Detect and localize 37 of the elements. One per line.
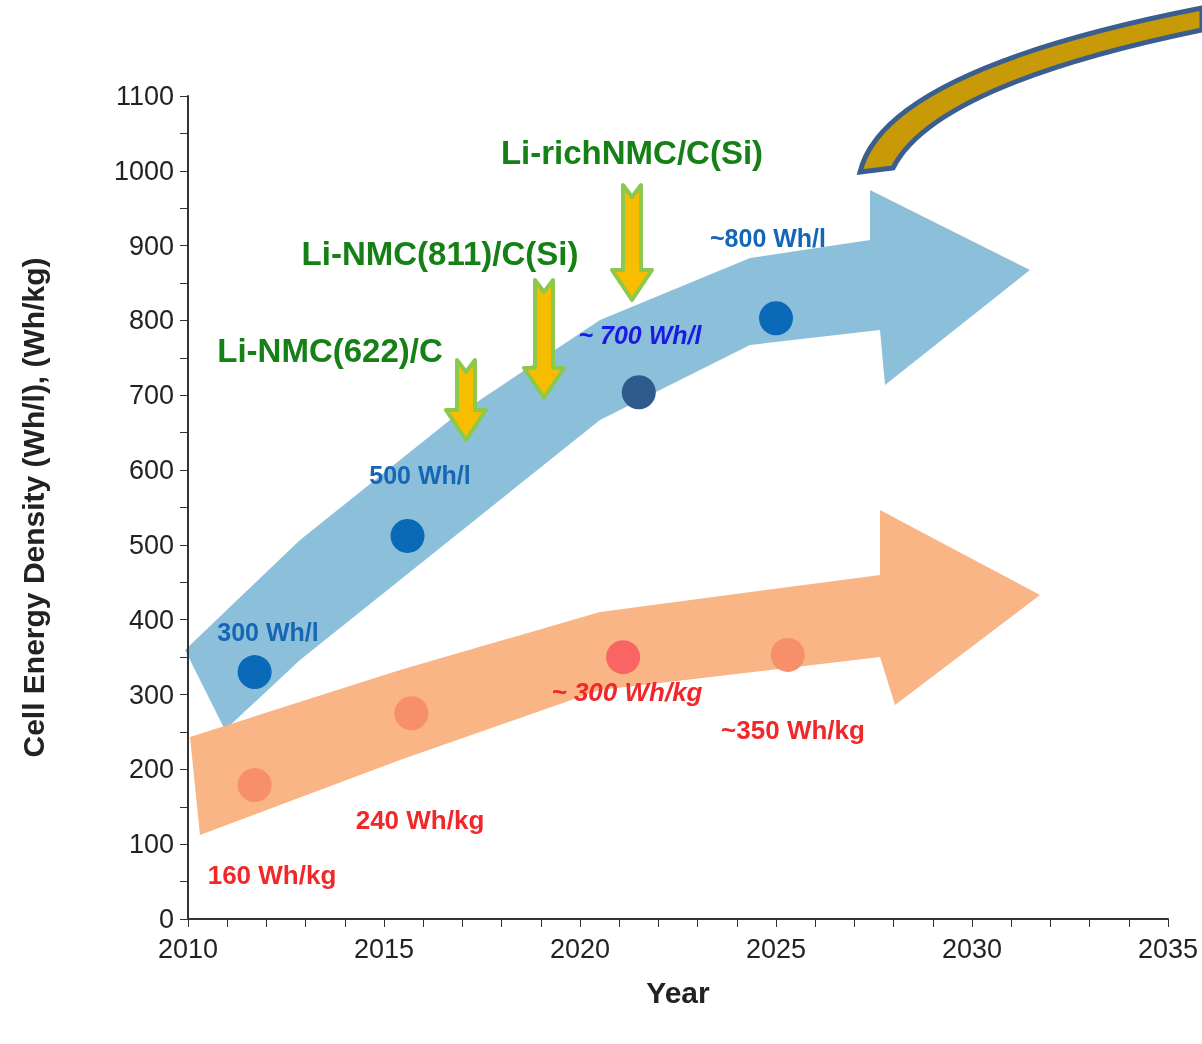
annotation: 240 Wh/kg (355, 805, 485, 835)
annotation: Li-NMC(811)/C(Si) (301, 234, 579, 272)
x-tick-label: 2010 (157, 933, 219, 964)
x-tick-label: 2030 (941, 933, 1003, 964)
point (237, 655, 272, 690)
y-tick-label: 100 (128, 829, 174, 860)
annotation: Li-NMC(622)/C (217, 331, 443, 369)
y-tick-label: 800 (128, 305, 174, 336)
annotation: 300 Wh/l (217, 618, 319, 646)
x-tick-label: 2025 (745, 933, 807, 964)
y-tick-label: 500 (128, 529, 174, 560)
point (759, 301, 793, 336)
point (237, 768, 272, 803)
x-axis-title: Year (646, 975, 711, 1009)
annotation: ~ 700 Wh/l (578, 321, 703, 349)
point (606, 640, 641, 675)
y-tick-label: 700 (128, 380, 174, 411)
annotation: ~800 Wh/l (709, 224, 827, 252)
y-axis-title: Cell Energy Density (Wh/l), (Wh/kg) (16, 257, 50, 758)
y-tick-label: 1000 (113, 155, 174, 186)
y-tick-label: 300 (128, 679, 174, 710)
point (770, 637, 805, 672)
point (390, 518, 425, 553)
y-tick-label: 200 (128, 754, 174, 785)
y-tick-label: 900 (128, 230, 174, 261)
y-tick-label: 400 (128, 604, 174, 635)
point (621, 375, 656, 410)
y-tick-label: 0 (158, 904, 174, 934)
x-tick-label: 2015 (353, 933, 415, 964)
x-tick-label: 2020 (549, 933, 611, 964)
y-tick-label: 600 (128, 455, 174, 486)
annotation: Li-richNMC/C(Si) (500, 133, 764, 171)
y-tick-label: 1100 (115, 81, 174, 111)
x-tick-label: 2035 (1137, 933, 1199, 964)
annotation: ~350 Wh/kg (721, 715, 865, 745)
annotation: 160 Wh/kg (207, 860, 337, 890)
point (394, 696, 429, 731)
